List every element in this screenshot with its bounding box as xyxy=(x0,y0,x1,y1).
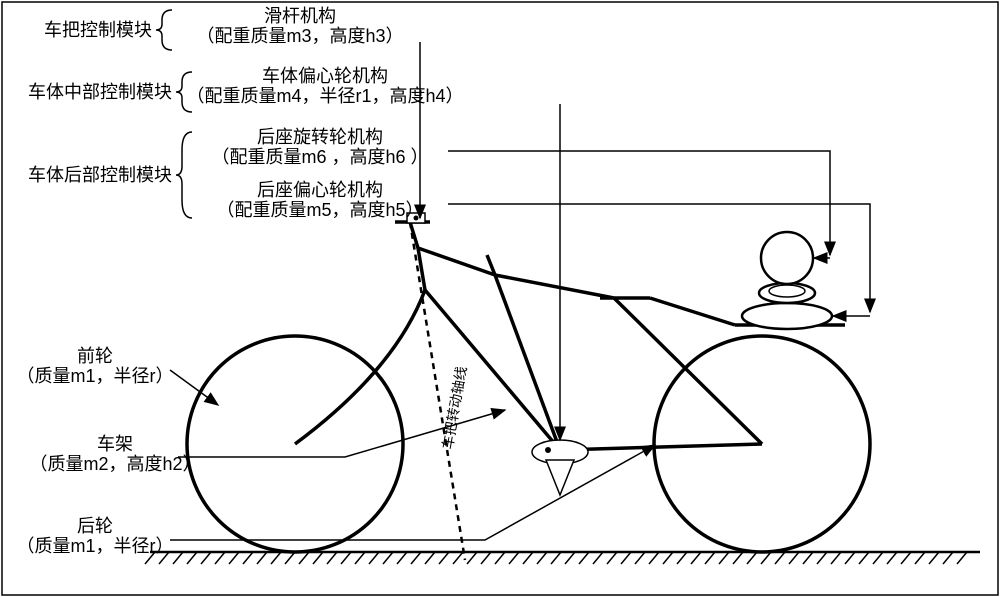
rear-wheel-params: （质量m1，半径r） xyxy=(17,536,174,556)
rear-ball xyxy=(761,232,813,284)
svg-text:前轮: 前轮 xyxy=(77,346,113,366)
front-wheel-title: 前轮 xyxy=(77,346,113,366)
svg-text:（配重质量m5，高度h5）: （配重质量m5，高度h5） xyxy=(216,200,423,220)
steer-axis-label: 车把转动轴线 xyxy=(439,365,469,451)
front-wheel-params: （质量m1，半径r） xyxy=(17,366,174,386)
handlebar-module: 车把控制模块 xyxy=(44,20,152,40)
svg-text:（质量m1，半径r）: （质量m1，半径r） xyxy=(17,536,174,556)
ground xyxy=(145,552,980,564)
svg-text:车架: 车架 xyxy=(97,434,133,454)
svg-text:后座偏心轮机构: 后座偏心轮机构 xyxy=(257,180,383,200)
svg-text:（质量m2，高度h2）: （质量m2，高度h2） xyxy=(29,454,200,474)
rear-module: 车体后部控制模块 xyxy=(28,165,172,185)
svg-text:车把转动轴线: 车把转动轴线 xyxy=(439,365,469,451)
frame-title: 车架 xyxy=(97,434,133,454)
svg-text:滑杆机构: 滑杆机构 xyxy=(264,6,336,26)
mid-ecc-title: 车体偏心轮机构 xyxy=(262,66,388,86)
rear-ecc-title: 后座偏心轮机构 xyxy=(257,180,383,200)
svg-text:（配重质量m6 ，高度h6 ）: （配重质量m6 ，高度h6 ） xyxy=(211,147,428,167)
svg-text:（配重质量m4，半径r1，高度h4）: （配重质量m4，半径r1，高度h4） xyxy=(186,86,463,106)
bicycle xyxy=(187,213,870,560)
svg-text:车体偏心轮机构: 车体偏心轮机构 xyxy=(262,66,388,86)
svg-text:车体后部控制模块: 车体后部控制模块 xyxy=(28,165,172,185)
svg-text:（质量m1，半径r）: （质量m1，半径r） xyxy=(17,366,174,386)
braces xyxy=(156,10,192,218)
slider-title: 滑杆机构 xyxy=(264,6,336,26)
svg-text:车把控制模块: 车把控制模块 xyxy=(44,20,152,40)
rear-ecc-params: （配重质量m5，高度h5） xyxy=(216,200,423,220)
diagram-canvas: 滑杆机构 （配重质量m3，高度h3） 车体偏心轮机构 （配重质量m4，半径r1，… xyxy=(0,0,1000,597)
rear-rot-title: 后座旋转轮机构 xyxy=(257,127,383,147)
mid-module: 车体中部控制模块 xyxy=(28,82,172,102)
svg-text:（配重质量m3，高度h3）: （配重质量m3，高度h3） xyxy=(196,26,403,46)
rear-rotation-ring xyxy=(759,283,815,303)
rear-assembly xyxy=(742,232,832,329)
frame-params: （质量m2，高度h2） xyxy=(29,454,200,474)
svg-text:后轮: 后轮 xyxy=(77,516,113,536)
rear-wheel-title: 后轮 xyxy=(77,516,113,536)
svg-text:后座旋转轮机构: 后座旋转轮机构 xyxy=(257,127,383,147)
slider-params: （配重质量m3，高度h3） xyxy=(196,26,403,46)
mid-ecc-params: （配重质量m4，半径r1，高度h4） xyxy=(186,86,463,106)
svg-text:车体中部控制模块: 车体中部控制模块 xyxy=(28,82,172,102)
rear-eccentric-disc xyxy=(742,303,832,329)
rear-rot-params: （配重质量m6 ，高度h6 ） xyxy=(211,147,428,167)
